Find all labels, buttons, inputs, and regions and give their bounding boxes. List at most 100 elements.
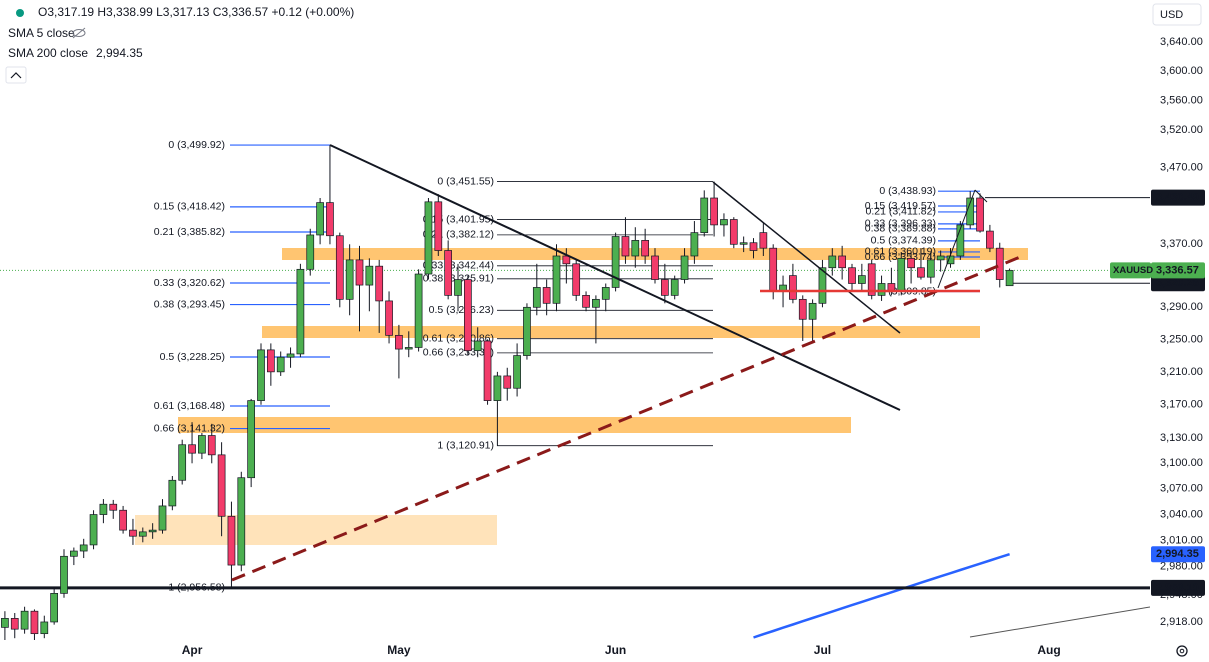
candle-body [838,255,847,269]
y-tick-label: 3,130.00 [1160,432,1203,444]
candle-body [296,268,305,355]
trend-line [329,144,901,411]
x-tick-label: Aug [1037,643,1060,657]
candle-body [217,454,226,517]
candle-body [483,340,492,401]
candle-body [227,515,236,566]
price-axis: 3,640.00 3,600.00 3,560.00 3,520.00 3,470.00… [1110,36,1205,628]
candle-body [1,618,9,628]
fib-label: 0.38 (3,293.45) [154,298,225,310]
trend-line [974,189,988,203]
candle-body [897,257,906,292]
candle-body [582,295,590,308]
candle-body [10,618,19,630]
candle-body [385,300,393,336]
candle-body [493,375,502,401]
candle-body [532,287,541,308]
y-tick-label: 3,040.00 [1160,508,1203,520]
candle-body [670,279,679,296]
y-tick-label: 3,070.00 [1160,483,1203,495]
candle-body [680,255,689,280]
ohlc-header: O3,317.19 H3,338.99 L3,317.13 C3,336.57 … [38,5,354,19]
fib-label: 0 (3,451.55) [437,175,494,187]
candle-body [641,240,650,257]
candle-body [611,236,620,288]
candle-body [513,355,521,389]
candle-body [956,224,965,257]
candle-body [739,242,748,245]
candle-body [89,514,98,546]
candle-body [257,349,265,401]
candle-body [404,347,413,350]
y-tick-label: 3,470.00 [1160,162,1203,174]
candle-body [434,201,443,251]
candle-body [473,340,482,352]
candle-body [316,202,324,236]
candle-body [1005,270,1014,287]
y-tick-label: 2,918.00 [1160,616,1203,628]
current-price-label: 3,336.57 [1156,264,1199,276]
candle-body [857,275,866,284]
candle-body [917,267,925,278]
candle-body [464,279,472,352]
fib-label: 0.21 (3,385.82) [154,226,225,238]
candle-body [818,267,827,304]
sma-value-box [1151,546,1205,563]
collapse-button[interactable] [5,66,27,84]
fib-label: 0.61 (3,250.86) [423,332,494,344]
candle-body [503,375,512,389]
zone [178,417,851,433]
candle-body [286,353,295,358]
fib-label: 0.5 (3,374.39) [871,235,936,247]
candle-body [995,247,1004,280]
settings-icon[interactable] [1176,645,1188,657]
currency-button[interactable] [1152,3,1202,26]
y-tick-label: 3,370.00 [1160,238,1203,250]
collapse-icon [10,72,22,79]
hidden-icon[interactable] [72,27,86,39]
candle-body [769,247,778,292]
x-tick-label: Jun [605,643,626,657]
candle-body [276,356,285,373]
candle-body [326,202,334,237]
price-level-label: 2,956.19 [1156,582,1199,594]
candle-body [198,435,206,454]
fib-label: 0.21 (3,382.12) [423,229,494,241]
candle-body [562,255,571,265]
trend-line [937,189,976,289]
dashed-trend-line [231,253,1026,582]
candle-body [523,306,531,356]
price-level-box [1151,189,1205,206]
y-tick-label: 2,980.00 [1160,561,1203,573]
candle-body [710,197,718,226]
x-tick-label: Jul [814,643,831,657]
sma-line [753,553,1010,639]
candle-body [907,257,915,269]
fib-label: 0.66 (3,233.33) [423,347,494,359]
candle-body [30,610,39,635]
y-tick-label: 3,560.00 [1160,94,1203,106]
price-level-box [1151,275,1205,292]
candle-body [986,230,994,249]
candle-body [936,255,945,261]
sma-value-label: 2,994.35 [1156,548,1199,560]
candle-body [375,265,384,302]
candle-body [729,219,738,245]
indicator-name: SMA 5 close [8,26,75,40]
price-level-label: 3,320.26 [1156,277,1199,289]
candle-body [759,232,768,249]
candle-body [267,349,275,373]
candle-body [365,265,374,286]
status-dot [16,9,24,17]
candle-body [414,273,423,348]
candle-body [306,234,315,270]
fib-label: 0.15 (3,419.57) [865,200,936,212]
fib-label: 0.15 (3,401.95) [423,213,494,225]
candle-body [50,593,59,623]
candle-body [99,503,108,515]
currency[interactable]: USD [1160,9,1183,21]
candle-body [867,263,876,296]
price-level-label: 3,430.49 [1156,192,1199,204]
drawings [231,144,1150,638]
